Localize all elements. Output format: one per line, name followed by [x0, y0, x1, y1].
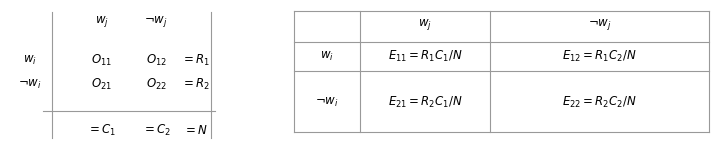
Text: $w_j$: $w_j$: [418, 17, 432, 32]
Text: $= R_1$: $= R_1$: [181, 53, 210, 68]
Text: $E_{22} = R_2C_2/N$: $E_{22} = R_2C_2/N$: [562, 94, 637, 110]
Text: $E_{12} = R_1C_2/N$: $E_{12} = R_1C_2/N$: [562, 49, 637, 64]
Text: $\neg w_i$: $\neg w_i$: [18, 78, 42, 91]
Text: $w_i$: $w_i$: [320, 50, 334, 63]
Text: $O_{21}$: $O_{21}$: [91, 77, 112, 92]
Text: $= R_2$: $= R_2$: [181, 77, 210, 92]
Text: $\neg w_j$: $\neg w_j$: [588, 17, 611, 32]
Text: $O_{11}$: $O_{11}$: [91, 53, 112, 68]
Text: $= N$: $= N$: [183, 124, 208, 137]
Text: $\neg w_i$: $\neg w_i$: [315, 95, 339, 109]
Text: $w_j$: $w_j$: [95, 14, 109, 29]
Text: $O_{22}$: $O_{22}$: [145, 77, 167, 92]
Text: $= C_2$: $= C_2$: [142, 123, 170, 138]
Text: $\neg w_j$: $\neg w_j$: [144, 14, 168, 29]
Text: $w_i$: $w_i$: [23, 54, 37, 67]
Text: $E_{11} = R_1C_1/N$: $E_{11} = R_1C_1/N$: [388, 49, 463, 64]
Text: $O_{12}$: $O_{12}$: [145, 53, 167, 68]
Text: $= C_1$: $= C_1$: [87, 123, 116, 138]
Text: $E_{21} = R_2C_1/N$: $E_{21} = R_2C_1/N$: [388, 94, 463, 110]
